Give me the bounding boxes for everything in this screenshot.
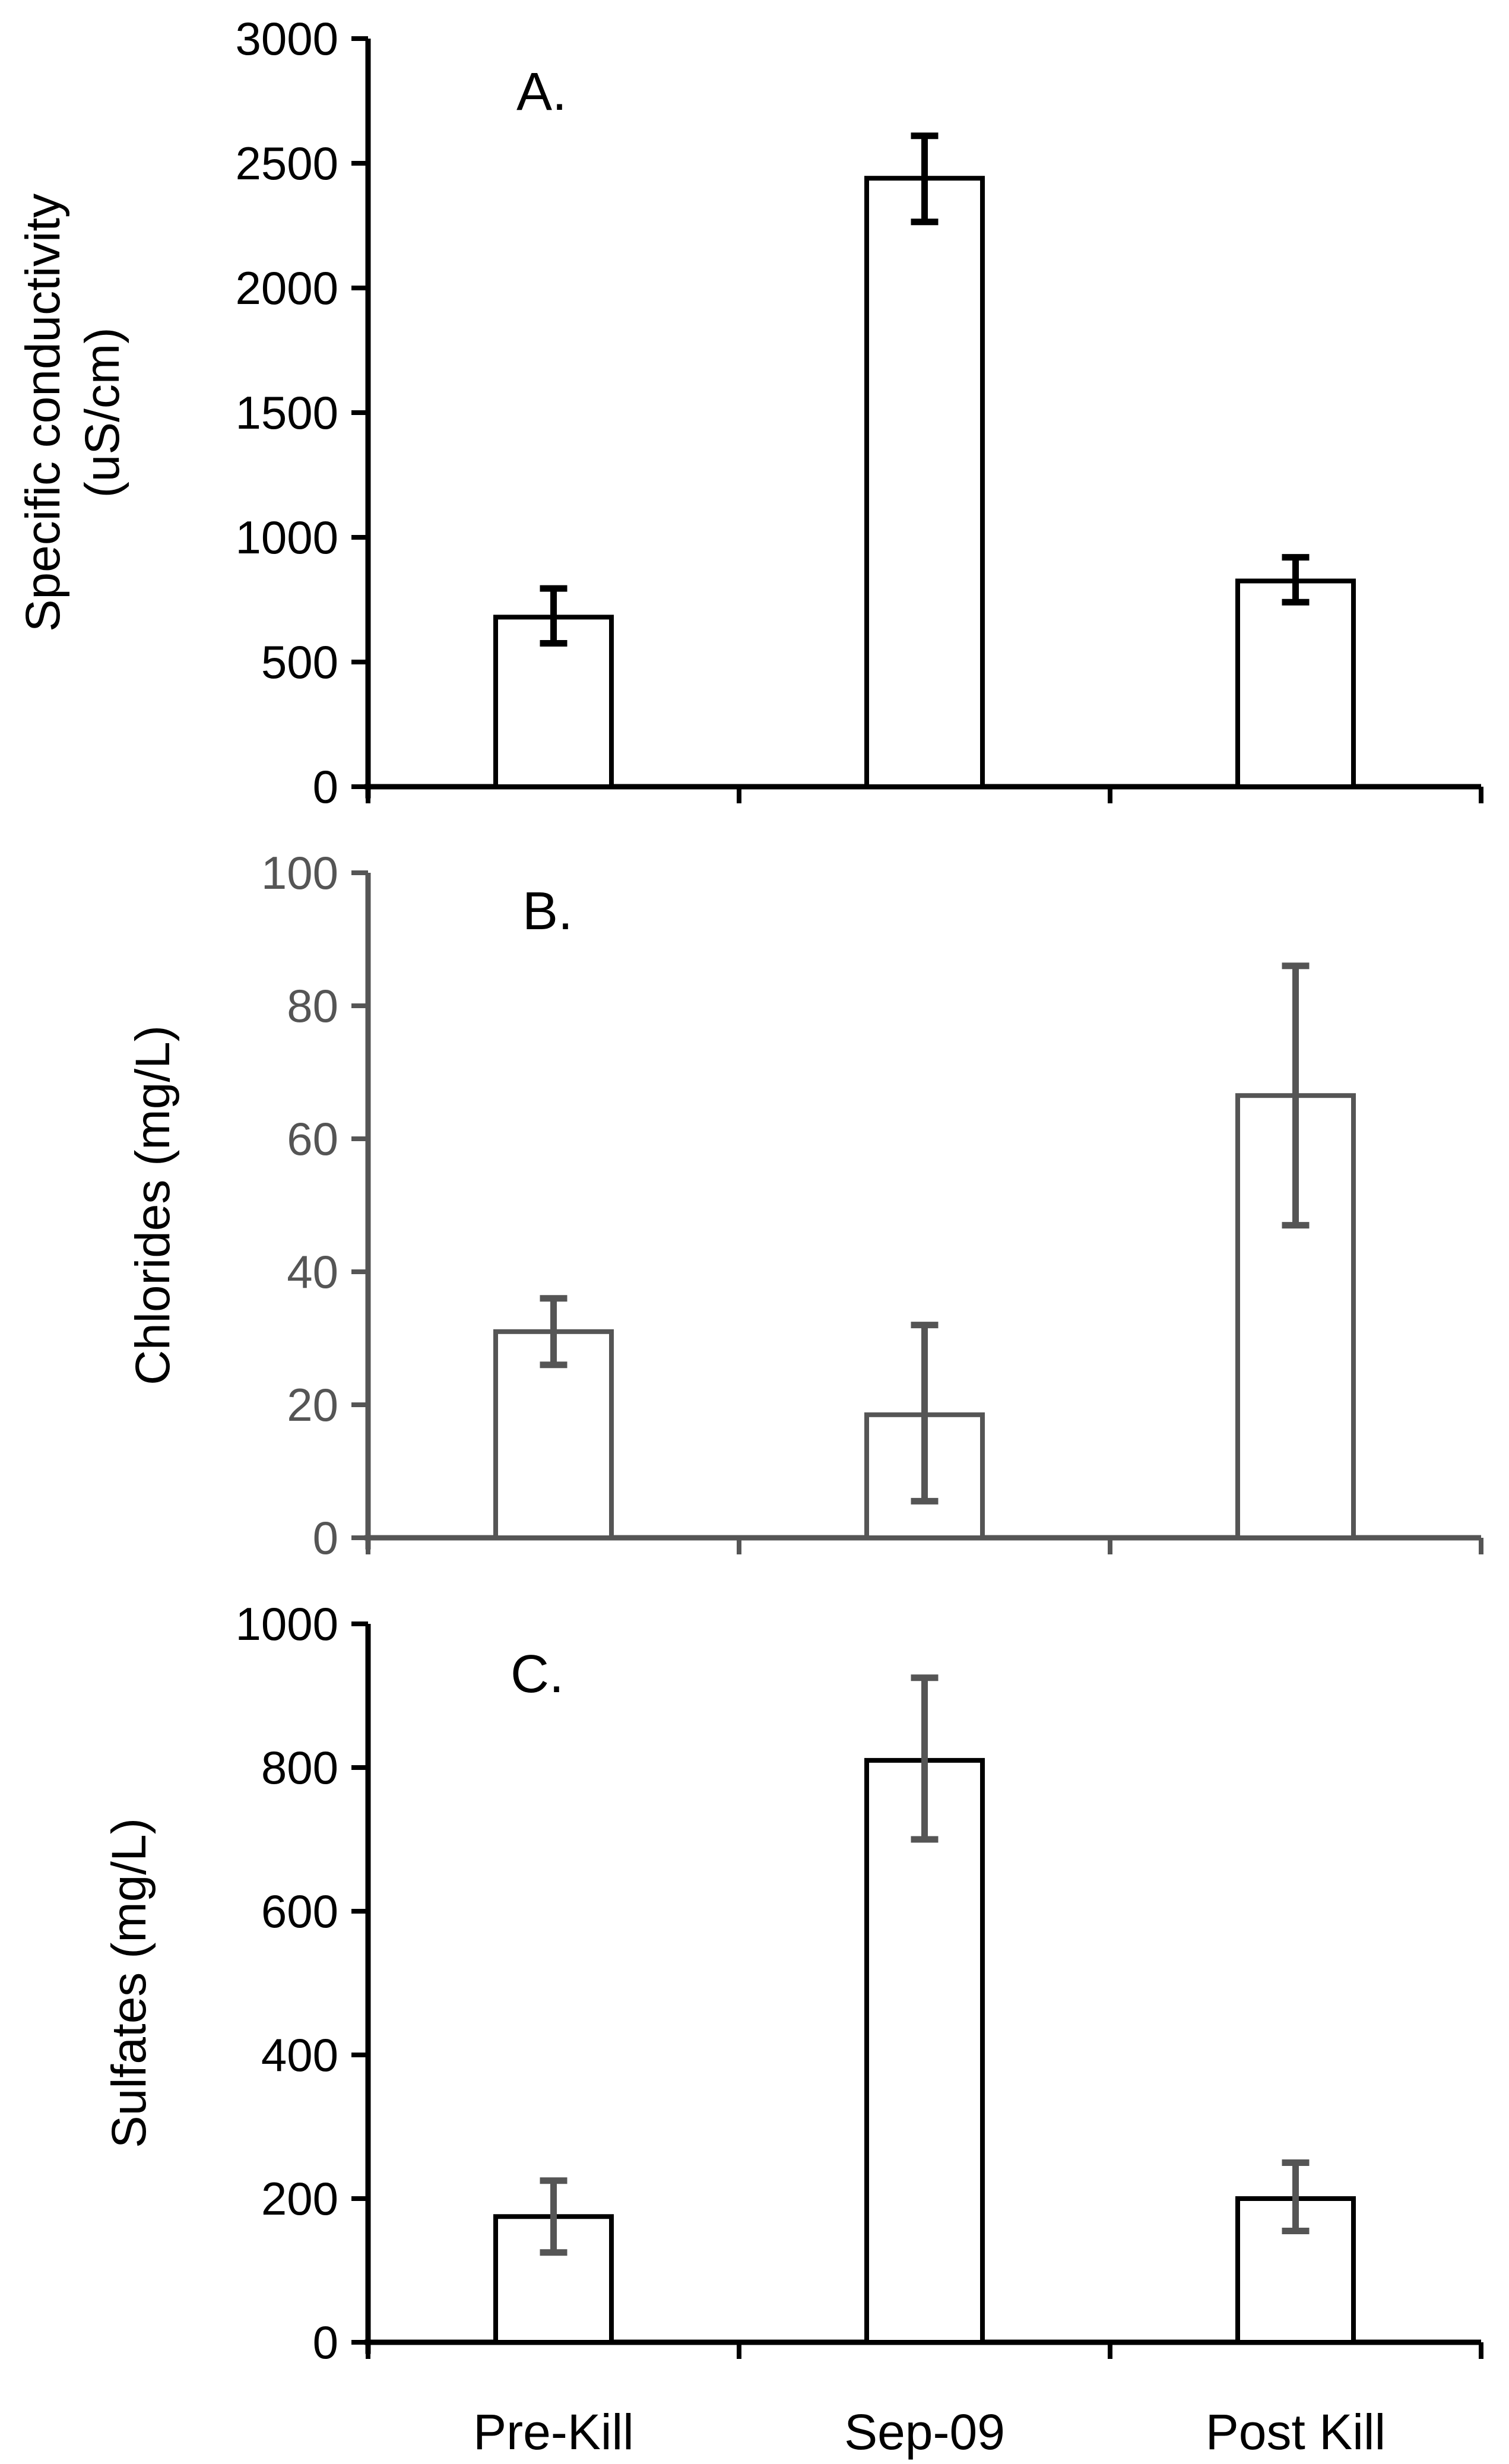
y-tick-label: 600 [261, 1885, 338, 1937]
y-axis-title: Specific conductivity [16, 194, 70, 632]
chart-panel-2: 0 20 40 60 80 100 B. Chlorides (mg/L) [126, 847, 1483, 1564]
x-category-label: Sep-09 [844, 2404, 1005, 2460]
y-axis-title: Sulfates (mg/L) [102, 1818, 156, 2148]
panel-label: B. [522, 882, 573, 941]
x-category-label: Pre-Kill [473, 2404, 634, 2460]
y-tick-label: 0 [313, 1512, 338, 1564]
bar-sep-09 [864, 176, 985, 790]
y-tick-label: 40 [287, 1246, 338, 1298]
y-tick-label: 80 [287, 980, 338, 1032]
y-tick-label: 3000 [235, 12, 338, 65]
chart-panel-3: 0 200 400 600 800 1000 Pre-Kill Sep-09 Post Kill… [102, 1598, 1483, 2460]
x-category-label: Post Kill [1206, 2404, 1386, 2460]
y-tick-label: 0 [313, 761, 338, 813]
y-tick-label: 500 [261, 636, 338, 688]
y-tick-label: 20 [287, 1379, 338, 1431]
panel-label: A. [516, 62, 567, 122]
y-axis-title: Chlorides (mg/L) [126, 1025, 180, 1385]
y-axis-title: (uS/cm) [75, 328, 129, 498]
bar-sep-09 [864, 1757, 985, 2345]
y-tick-label: 1500 [235, 387, 338, 439]
y-tick-label: 800 [261, 1741, 338, 1794]
bar-post-kill [1235, 578, 1356, 789]
y-tick-label: 1000 [235, 511, 338, 563]
y-tick-label: 400 [261, 2029, 338, 2081]
y-tick-label: 100 [261, 847, 338, 899]
y-tick-label: 200 [261, 2172, 338, 2225]
y-tick-label: 2500 [235, 137, 338, 189]
y-tick-label: 60 [287, 1113, 338, 1165]
panel-label: C. [511, 1645, 564, 1704]
y-tick-label: 2000 [235, 262, 338, 314]
chart-panel-1: 0 500 1000 1500 2000 2500 3000 A. Specific condu… [16, 12, 1483, 813]
y-tick-label: 1000 [235, 1598, 338, 1650]
y-tick-label: 0 [313, 2316, 338, 2368]
